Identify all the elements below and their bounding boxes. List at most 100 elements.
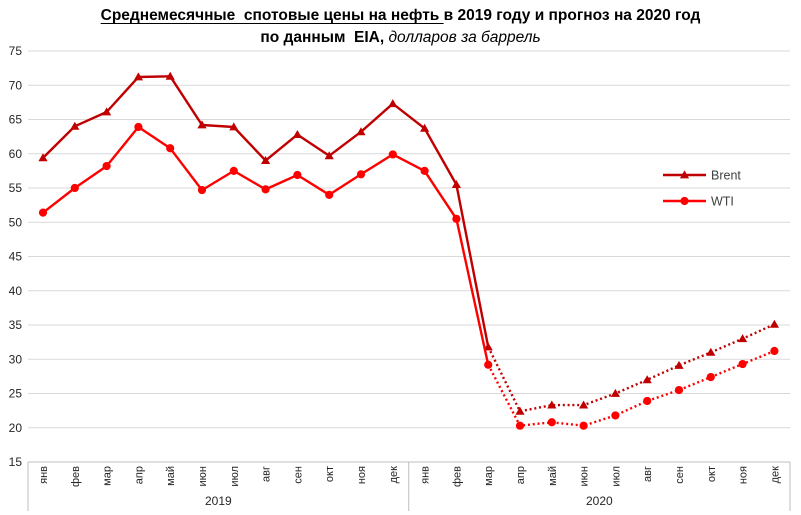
wti-marker (166, 144, 175, 153)
legend-wti-label: WTI (711, 195, 734, 209)
wti-marker (611, 411, 620, 420)
brent-marker (642, 375, 652, 384)
brent-marker (515, 406, 525, 415)
brent-marker (451, 179, 461, 188)
brent-marker (70, 121, 80, 130)
brent-marker (547, 400, 557, 409)
brent-marker (674, 360, 684, 369)
y-axis-tick-label: 65 (9, 113, 23, 127)
y-axis-tick-label: 35 (9, 318, 23, 332)
brent-marker (679, 170, 690, 179)
brent-marker (579, 400, 589, 409)
chart-title-line1-rest: в 2019 году и прогноз на 2020 год (443, 7, 701, 24)
wti-marker (134, 122, 143, 132)
chart-title: Среднемесячные спотовые цены на нефть в … (0, 5, 801, 49)
x-axis-month-label: июн (197, 466, 209, 486)
wti-marker (38, 208, 48, 217)
brent-marker (610, 388, 620, 397)
legend: Brent WTI (663, 169, 741, 209)
x-axis-year-label: 2020 (586, 494, 613, 508)
chart-title-source-text: по данным EIA, (260, 29, 385, 46)
x-axis-month-label: окт (706, 466, 718, 482)
x-axis-month-label: мар (102, 466, 114, 486)
wti-marker (706, 372, 715, 382)
x-axis-month-label: ноя (356, 466, 368, 484)
x-axis-year-label: 2019 (205, 494, 232, 508)
wti-marker (547, 418, 556, 427)
brent-marker (133, 72, 143, 81)
wti-marker (452, 214, 461, 223)
brent-marker (420, 123, 430, 132)
y-axis-tick-label: 70 (9, 78, 23, 92)
brent-marker (102, 107, 112, 116)
brent-line-forecast (487, 323, 775, 413)
x-axis-month-label: июл (229, 466, 241, 487)
brent-marker (197, 120, 207, 129)
y-axis-tick-label: 30 (9, 352, 23, 366)
brent-marker (356, 127, 366, 136)
wti-marker (261, 185, 270, 194)
x-axis-month-label: янв (420, 466, 432, 484)
wti-marker (738, 359, 747, 369)
x-axis-month-label: мар (483, 466, 495, 486)
brent-marker (388, 99, 398, 108)
x-axis-month-label: апр (133, 466, 145, 484)
chart-title-line1: Среднемесячные спотовые цены на нефть в … (0, 5, 801, 27)
x-axis-month-label: май (547, 466, 559, 486)
x-axis-month-label: дек (388, 466, 400, 484)
wti-marker (70, 183, 79, 193)
x-axis-month-label: фев (451, 466, 463, 487)
wti-line-forecast (487, 349, 775, 427)
x-axis-month-label: июн (579, 466, 591, 486)
y-axis-tick-label: 20 (9, 421, 23, 435)
wti-marker (420, 166, 429, 175)
x-axis-month-label: авг (642, 466, 654, 482)
chart-title-underlined-text: Среднемесячные спотовые цены на нефть (100, 7, 444, 24)
wti-marker (579, 421, 588, 430)
brent-marker (165, 71, 175, 80)
wti-marker (102, 161, 111, 171)
brent-marker (324, 151, 334, 160)
wti-marker (770, 346, 779, 356)
wti-marker (229, 166, 238, 175)
x-axis-month-label: июл (610, 466, 622, 487)
x-axis-month-label: фев (70, 466, 82, 487)
y-axis-tick-label: 25 (9, 387, 23, 401)
chart-title-line2: по данным EIA, долларов за баррель (0, 27, 801, 49)
x-axis-month-label: окт (324, 466, 336, 482)
y-axis-tick-label: 50 (9, 215, 23, 229)
legend-brent-label: Brent (711, 169, 741, 183)
wti-marker (197, 185, 207, 195)
brent-marker (229, 122, 239, 131)
brent-marker (261, 156, 271, 164)
chart-title-units-text: долларов за баррель (384, 29, 541, 46)
wti-marker (325, 190, 334, 199)
wti-marker (484, 360, 493, 369)
wti-marker (643, 396, 652, 406)
wti-marker (388, 150, 397, 159)
legend-item-brent: Brent (663, 169, 741, 183)
x-axis-month-label: янв (38, 466, 50, 484)
series-wti (38, 122, 779, 430)
x-axis-month-label: сен (674, 466, 686, 484)
x-axis-month-label: май (165, 466, 177, 486)
x-axis-month-label: дек (769, 466, 781, 484)
brent-marker (38, 153, 48, 162)
y-axis-tick-label: 15 (9, 455, 23, 469)
y-axis-tick-label: 75 (9, 44, 23, 58)
x-axis-month-label: апр (515, 466, 527, 484)
y-axis-tick-label: 45 (9, 250, 23, 264)
wti-marker (293, 170, 302, 180)
x-axis-month-label: ноя (738, 466, 750, 484)
series-brent (38, 71, 779, 415)
y-axis-tick-label: 40 (9, 284, 23, 298)
legend-item-wti: WTI (663, 195, 734, 209)
wti-marker (356, 170, 366, 179)
y-axis-tick-label: 55 (9, 181, 23, 195)
y-axis-tick-label: 60 (9, 147, 23, 161)
x-axis-month-label: сен (292, 466, 304, 484)
wti-marker (674, 385, 684, 395)
x-axis-month-label: авг (261, 466, 273, 482)
brent-marker (292, 129, 302, 138)
